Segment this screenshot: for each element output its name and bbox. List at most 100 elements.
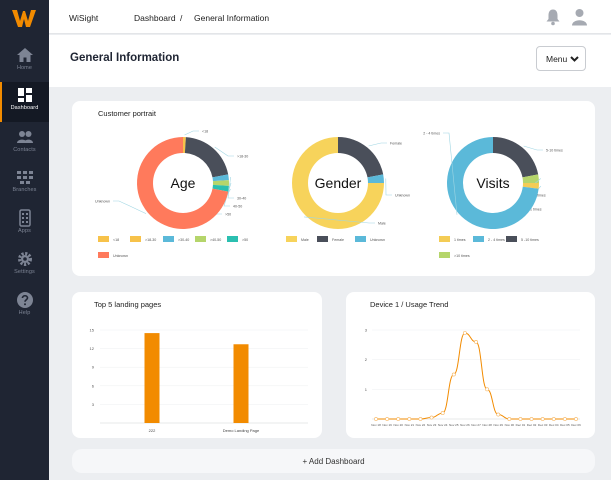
legend-label: >18-30 (145, 238, 156, 242)
legend-swatch (506, 236, 517, 242)
legend-label: Male (301, 238, 309, 242)
leader-line (223, 182, 232, 207)
breadcrumb-dashboard[interactable]: Dashboard (134, 13, 176, 23)
legend-label: 5 -10 times (521, 238, 539, 242)
data-point (407, 417, 412, 421)
home-icon (16, 48, 33, 62)
branches-icon (16, 171, 33, 184)
data-point (485, 387, 490, 392)
legend-label: <18 (113, 238, 119, 242)
apps-icon (18, 209, 31, 227)
legend-item: Female (317, 236, 344, 242)
legend-label: >30-40 (178, 238, 189, 242)
sidebar: Home Dashboard Contacts Branches Apps Se… (0, 0, 49, 480)
x-tick-label: Nov 21 (405, 423, 415, 427)
data-point (574, 417, 578, 421)
legend-swatch (317, 236, 328, 242)
data-point (440, 411, 445, 415)
data-point (562, 417, 567, 421)
legend-swatch (195, 236, 206, 242)
sidebar-item-branches[interactable]: Branches (0, 164, 49, 204)
legend-swatch (473, 236, 484, 242)
slice-label: <18 (202, 130, 208, 134)
x-tick-label: Nov 23 (427, 423, 437, 427)
sidebar-item-home[interactable]: Home (0, 42, 49, 82)
data-point (540, 417, 545, 421)
x-tick-label: Dec 03 (538, 423, 548, 427)
x-tick-label: Nov 26 (460, 423, 470, 427)
data-point (518, 417, 523, 421)
legend-label: Unknown (113, 254, 128, 258)
data-point (451, 372, 456, 377)
bar (144, 333, 160, 423)
sidebar-item-label: Branches (12, 187, 37, 193)
series-line (376, 332, 576, 420)
x-tick-label: Nov 27 (471, 423, 481, 427)
user-icon[interactable] (571, 8, 588, 26)
y-tick-label: 2 (365, 357, 368, 362)
x-tick-label: Nov 19 (382, 423, 392, 427)
legend-swatch (227, 236, 238, 242)
sidebar-item-dashboard[interactable]: Dashboard (0, 82, 49, 122)
donut-slice (447, 137, 539, 229)
landing-pages-chart: 3 6 9 12 15 222 Demo Landing Page (90, 328, 308, 433)
x-tick-label: Nov 20 (393, 423, 403, 427)
sidebar-item-apps[interactable]: Apps (0, 205, 49, 245)
legend-swatch (163, 236, 174, 242)
data-point (429, 415, 434, 420)
y-tick-label: 12 (90, 346, 95, 351)
legend-swatch (130, 236, 141, 242)
data-point (529, 417, 534, 421)
donut-hole (463, 153, 523, 213)
slice-label: Male (378, 222, 386, 226)
x-tick-label: Demo Landing Page (223, 428, 260, 433)
slice-label: 5-10 times (546, 149, 563, 153)
legend-item: Unknown (355, 236, 385, 242)
help-icon (16, 292, 33, 308)
data-point (551, 417, 556, 421)
sidebar-item-settings[interactable]: Settings (0, 246, 49, 286)
legend-item: Unknown (98, 252, 128, 258)
slice-label: >18-30 (237, 155, 248, 159)
donut-slice (212, 180, 229, 186)
sidebar-item-help[interactable]: Help (0, 287, 49, 327)
donut-slice (522, 183, 539, 189)
x-tick-label: 222 (149, 428, 156, 433)
data-point (507, 417, 512, 421)
x-tick-label: Nov 25 (449, 423, 459, 427)
customer-portrait-card: Customer portrait <18 >18-30 30-40 40-50 >50… (72, 101, 595, 276)
donut-hole (153, 153, 213, 213)
donut-center-label: Visits (476, 175, 509, 191)
slice-label: 30-40 (237, 197, 246, 201)
menu-button[interactable]: Menu (536, 46, 586, 71)
legend-swatch (355, 236, 366, 242)
donut-slice (292, 137, 384, 229)
breadcrumb-current: General Information (194, 13, 270, 23)
sidebar-item-label: Dashboard (10, 105, 39, 111)
x-tick-label: Dec 02 (527, 423, 537, 427)
y-tick-label: 3 (92, 402, 95, 407)
legend-item: >18-30 (130, 236, 156, 242)
leader-line (214, 146, 234, 157)
wisight-logo[interactable] (12, 8, 36, 28)
sidebar-item-label: Help (18, 310, 31, 316)
bell-icon[interactable] (544, 8, 562, 26)
y-tick-label: 9 (92, 365, 95, 370)
add-dashboard-button[interactable]: + Add Dashboard (72, 449, 595, 473)
legend-label: >40-50 (210, 238, 221, 242)
legend-swatch (98, 236, 109, 242)
legend-item: <18 (98, 236, 119, 242)
top-bar: WiSight Dashboard / General Information (49, 0, 611, 34)
sidebar-item-contacts[interactable]: Contacts (0, 124, 49, 164)
legend-swatch (286, 236, 297, 242)
leader-line (385, 178, 392, 196)
slice-label: Unknown (395, 194, 410, 198)
leader-line (523, 145, 543, 151)
gear-icon (17, 252, 32, 266)
x-tick-label: Nov 18 (371, 423, 381, 427)
y-tick-label: 6 (92, 383, 95, 388)
donut-visits: 5-10 times >10 times 1 times 2 - 4 times Vis… (423, 132, 563, 258)
